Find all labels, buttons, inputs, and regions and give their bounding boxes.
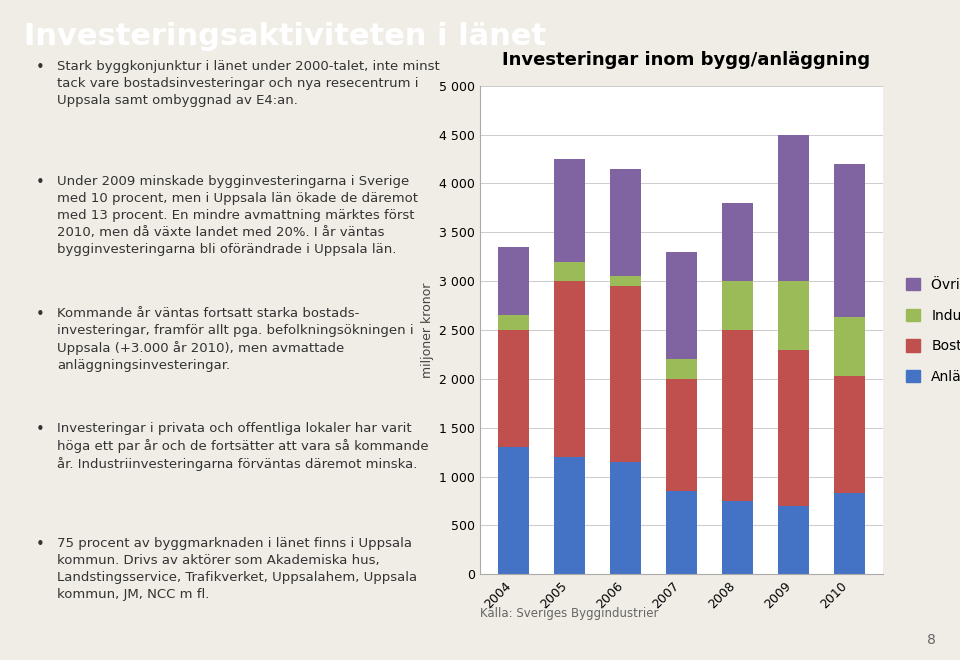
Bar bbox=[554, 457, 585, 574]
Bar bbox=[722, 501, 753, 574]
Bar bbox=[498, 247, 529, 315]
Bar bbox=[834, 317, 865, 376]
Bar bbox=[722, 281, 753, 330]
Bar bbox=[834, 376, 865, 493]
Text: •: • bbox=[36, 60, 45, 75]
Bar bbox=[834, 493, 865, 574]
Bar bbox=[722, 203, 753, 281]
Bar bbox=[779, 350, 809, 506]
Text: 75 procent av byggmarknaden i länet finns i Uppsala
kommun. Drivs av aktörer som: 75 procent av byggmarknaden i länet finn… bbox=[58, 537, 418, 601]
Text: Investeringar i privata och offentliga lokaler har varit
höga ett par år och de : Investeringar i privata och offentliga l… bbox=[58, 422, 429, 471]
Text: Källa: Sveriges Byggindustrier: Källa: Sveriges Byggindustrier bbox=[480, 607, 659, 620]
Bar bbox=[779, 281, 809, 350]
Bar bbox=[611, 462, 641, 574]
Text: •: • bbox=[36, 537, 45, 552]
Bar bbox=[554, 159, 585, 261]
Bar bbox=[666, 252, 697, 359]
Bar bbox=[666, 359, 697, 379]
Text: Investeringsaktiviteten i länet: Investeringsaktiviteten i länet bbox=[24, 22, 546, 51]
Bar bbox=[779, 135, 809, 281]
Bar bbox=[498, 315, 529, 330]
Bar bbox=[666, 491, 697, 574]
Bar bbox=[554, 261, 585, 281]
Bar bbox=[498, 330, 529, 447]
Bar bbox=[498, 447, 529, 574]
Text: Stark byggkonjunktur i länet under 2000-talet, inte minst
tack vare bostadsinves: Stark byggkonjunktur i länet under 2000-… bbox=[58, 60, 440, 107]
Y-axis label: miljoner kronor: miljoner kronor bbox=[420, 282, 434, 378]
Bar bbox=[666, 379, 697, 491]
Text: •: • bbox=[36, 422, 45, 437]
Text: 8: 8 bbox=[927, 633, 936, 647]
Bar bbox=[554, 281, 585, 457]
Bar bbox=[611, 286, 641, 462]
Bar bbox=[722, 330, 753, 501]
Text: •: • bbox=[36, 175, 45, 190]
Legend: Övriga hus, Industri, Bostäder, Anläggningar: Övriga hus, Industri, Bostäder, Anläggni… bbox=[906, 276, 960, 384]
Text: Under 2009 minskade bygginvesteringarna i Sverige
med 10 procent, men i Uppsala : Under 2009 minskade bygginvesteringarna … bbox=[58, 175, 419, 256]
Bar bbox=[611, 277, 641, 286]
Text: Kommande år väntas fortsatt starka bostads-
investeringar, framför allt pga. bef: Kommande år väntas fortsatt starka bosta… bbox=[58, 307, 414, 372]
Bar bbox=[779, 506, 809, 574]
Text: •: • bbox=[36, 307, 45, 322]
Text: Investeringar inom bygg/anläggning: Investeringar inom bygg/anläggning bbox=[502, 51, 871, 69]
Bar bbox=[611, 169, 641, 277]
Bar bbox=[834, 164, 865, 317]
